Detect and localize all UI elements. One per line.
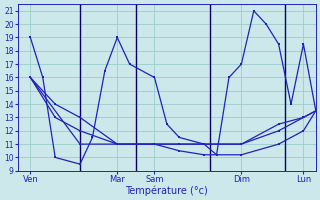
X-axis label: Température (°c): Température (°c) (125, 185, 208, 196)
